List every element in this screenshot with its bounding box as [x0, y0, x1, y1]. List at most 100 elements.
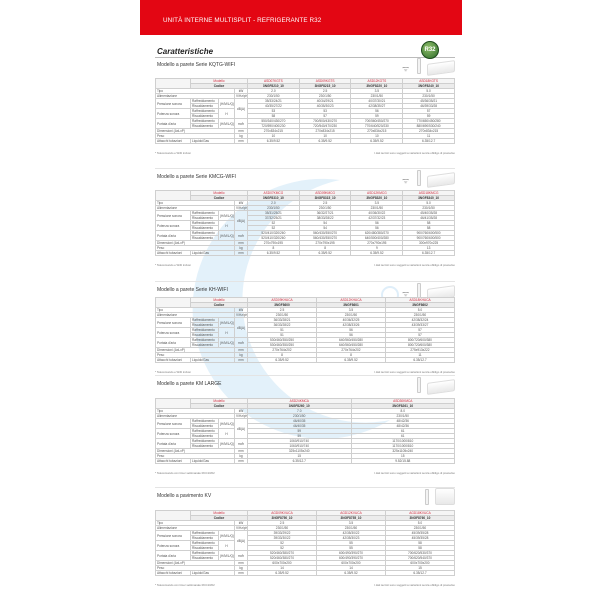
product-images: ᯤ [402, 54, 455, 76]
table-row: Attacchi tubazioni Liquido/Gas mm 6.35/9.52… [155, 570, 456, 576]
header-banner: UNITÀ INTERNE MULTISPLIT - REFRIGERANTE … [140, 0, 462, 35]
mode-label: H [218, 220, 235, 231]
sub-label: Raffreddamento [190, 220, 219, 226]
row-label: Potenza sonora [155, 220, 191, 231]
table-row: Codice 3NGF8750_10 3NGF8755_10 3NGF8760_10 [156, 515, 456, 521]
table-cell: 6.35/9.52 [316, 357, 386, 363]
mode-label: (H/M/L/Q) [218, 118, 235, 129]
table-cell: 6.35/12.7 [402, 138, 455, 144]
floor-unit-icon [435, 488, 455, 505]
unit-label: mm [233, 458, 249, 464]
sub-label: Raffreddamento [190, 428, 219, 434]
unit-label: mm [233, 570, 249, 576]
footnote: * Telecomando e WiFi inclusi [155, 370, 191, 374]
mode-label: H [218, 108, 235, 119]
sub-label: Liquido/Gas [190, 458, 235, 464]
table-row: Attacchi tubazioni Liquido/Gas mm 6.35/9.52… [155, 138, 455, 144]
table-cell: 6.35/9.52 [350, 138, 404, 144]
sub-label: Raffreddamento [190, 108, 219, 114]
sub-label: Liquido/Gas [190, 570, 235, 576]
row-label: Attacchi tubazioni [155, 458, 191, 464]
table-cell: 6.35/12.7 [384, 357, 456, 363]
product-images: ᯤ [402, 279, 455, 301]
spec-table: Modello ASD07KMCG ASD09KMCG ASD12KMCG ASD18K… [155, 190, 455, 256]
row-label: Portata d'aria [155, 118, 191, 129]
spec-table: Modello ASD09KHUCA ASD12KHUCA ASD18KHUCA Cod… [155, 297, 456, 363]
row-label: Pressione sonora [155, 530, 191, 541]
r32-badge: R32 [421, 41, 439, 59]
wall-unit-icon [427, 172, 455, 188]
section-heading: Caratteristiche [157, 47, 214, 56]
spec-table: Modello AGD09KVUCA AGD12KVUCA AGD18KVUCA Cod… [155, 510, 456, 576]
remote-icon [417, 377, 421, 393]
header-blank [155, 190, 191, 201]
unit-label: m³/h [233, 230, 249, 241]
table-cell: 6.35/9.52 [316, 570, 386, 576]
unit-label: V/Hz/ph [233, 93, 249, 99]
row-label: Potenza sonora [155, 327, 191, 338]
header-blank [155, 297, 191, 308]
sub-label: Raffreddamento [190, 418, 219, 424]
row-label: Portata d'aria [155, 230, 191, 241]
page-title: UNITÀ INTERNE MULTISPLIT - REFRIGERANTE … [163, 17, 322, 24]
unit-label: m³/h [233, 550, 249, 561]
remote-icon [417, 170, 421, 186]
row-label: Potenza sonora [155, 428, 191, 439]
mode-label: (H/M/L/Q) [218, 530, 235, 541]
wifi-icon: ᯤ [402, 176, 410, 185]
row-label: Attacchi tubazioni [155, 357, 191, 363]
table-cell: 6.35/12.7 [247, 458, 352, 464]
table-row: Portata d'aria Raffreddamento (H/M/L/Q) m³/… [155, 550, 456, 561]
mode-label: (H/M/L/Q) [218, 550, 235, 561]
table-cell: 6.35/9.52 [247, 570, 317, 576]
sub-label: Raffreddamento [190, 118, 219, 124]
unit-label: V/Hz/ph [233, 312, 249, 318]
unit-label: dB(A) [233, 210, 249, 231]
mode-label: H [218, 428, 235, 439]
divider [155, 57, 455, 58]
row-label: Portata d'aria [155, 438, 191, 449]
header-blank [155, 78, 191, 89]
wifi-icon: ᯤ [402, 289, 410, 298]
table-row: Portata d'aria Raffreddamento (H/M/L/Q) m³/… [155, 438, 455, 449]
table-row: Attacchi tubazioni Liquido/Gas mm 6.35/9.52… [155, 357, 456, 363]
mode-label: (H/M/L/Q) [218, 210, 235, 221]
table-row: Pressione sonora Raffreddamento (H/M/L/Q) d… [155, 210, 455, 231]
table-cell: 6.35/12.7 [384, 570, 456, 576]
footnote-disclaimer: I dati tecnici sono soggetti a variazion… [374, 151, 455, 155]
remote-icon [417, 58, 421, 74]
footnote: * Telecomando con timer settimanale RCC1… [155, 583, 215, 587]
mode-label: (H/M/L/Q) [218, 317, 235, 328]
row-label: Attacchi tubazioni [155, 570, 191, 576]
header-blank [155, 398, 191, 409]
table-cell: 9.52/15.88 [350, 458, 455, 464]
table-row: Riscaldamento 1060/910/740 1170/1000/810 [156, 443, 455, 449]
divider [155, 168, 455, 169]
sub-label: Raffreddamento [190, 230, 219, 236]
remote-icon [425, 489, 429, 505]
wall-unit-icon [427, 379, 455, 395]
table-cell: 6.35/12.7 [402, 250, 455, 256]
footnote-disclaimer: I dati tecnici sono soggetti a variazion… [374, 263, 455, 267]
table-cell: 6.35/9.52 [247, 250, 300, 256]
table-row: Attacchi tubazioni Liquido/Gas mm 6.35/12.7… [155, 458, 455, 464]
row-label: Attacchi tubazioni [155, 250, 191, 256]
sub-label: Raffreddamento [190, 337, 219, 343]
table-cell: 6.35/9.52 [298, 138, 352, 144]
product-images [417, 373, 455, 395]
footnote-disclaimer: I dati tecnici sono soggetti a variazion… [374, 370, 455, 374]
footnote: * Telecomando e WiFi inclusi [155, 151, 191, 155]
footnote: * Telecomando con timer settimanale RCC1… [155, 471, 215, 475]
table-row: Modello ASD07KMCG ASD09KMCG ASD12KMCG ASD18K… [155, 190, 455, 201]
sub-label: Raffreddamento [190, 550, 219, 556]
section-title: Modello a parete KM LARGE [157, 381, 222, 387]
unit-label: mm [233, 138, 249, 144]
sub-label: Raffreddamento [190, 210, 219, 216]
mode-label: (H/M/L/Q) [218, 438, 235, 449]
table-cell: 6.35/9.52 [247, 138, 300, 144]
row-label: Portata d'aria [155, 337, 191, 348]
footnote-disclaimer: I dati tecnici sono soggetti a variazion… [374, 471, 455, 475]
unit-label: mm [233, 357, 249, 363]
table-row: Pressione sonora Raffreddamento (H/M/L/Q) d… [155, 530, 456, 551]
footnote: * Telecomando e WiFi inclusi [155, 263, 191, 267]
